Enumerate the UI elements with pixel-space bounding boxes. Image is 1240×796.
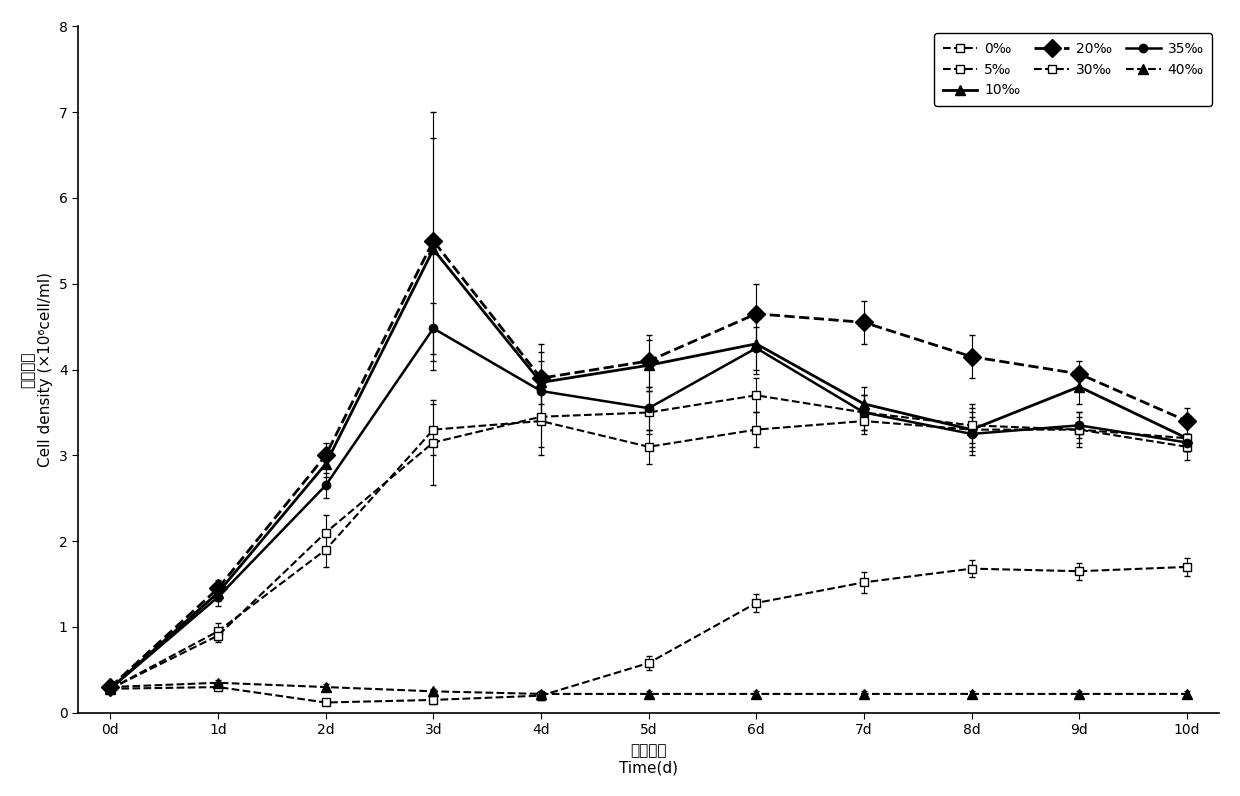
Legend: 0‰, 5‰, 10‰, 20‰, 30‰, 35‰, 40‰: 0‰, 5‰, 10‰, 20‰, 30‰, 35‰, 40‰: [934, 33, 1213, 106]
X-axis label: 培养时间
Time(d): 培养时间 Time(d): [619, 743, 678, 775]
Y-axis label: 浓度细胞
Cell density (×10⁶cell/ml): 浓度细胞 Cell density (×10⁶cell/ml): [21, 272, 53, 467]
